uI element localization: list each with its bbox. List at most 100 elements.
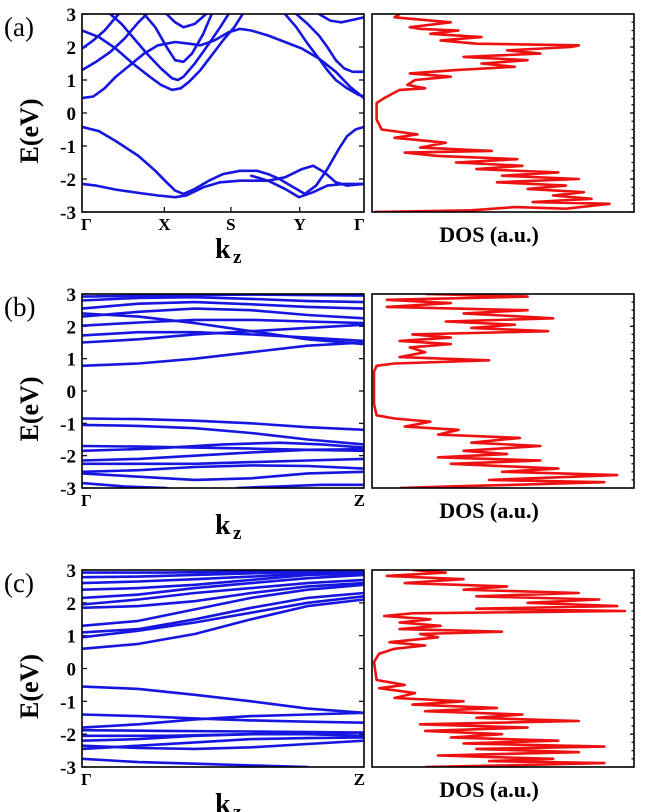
band-frame bbox=[81, 13, 365, 213]
band-frame bbox=[81, 293, 365, 489]
band-line bbox=[82, 464, 364, 474]
panel-a: (a) E(eV) 3 2 1 0 -1 -2 -3 Γ X S Y Γk z DOS (a.u.) bbox=[4, 5, 635, 268]
band-line bbox=[82, 307, 364, 320]
band-line bbox=[82, 757, 309, 767]
dos-frame bbox=[371, 13, 635, 213]
band-line bbox=[82, 732, 364, 742]
k-point-label: S bbox=[226, 215, 235, 234]
y-tick-label: -1 bbox=[60, 137, 76, 158]
panel-c: (c) E(eV) 3 2 1 0 -1 -2 -3 Γ Zkz DOS (a.u.) bbox=[4, 561, 635, 812]
dos-plot bbox=[372, 570, 627, 767]
band-line bbox=[82, 595, 364, 639]
y-tick-label: -1 bbox=[60, 692, 76, 713]
band-line bbox=[82, 14, 149, 72]
y-tick-label: -3 bbox=[60, 479, 76, 500]
panel-label: (c) bbox=[4, 568, 34, 598]
band-line bbox=[82, 295, 364, 304]
x-axis-label: k bbox=[215, 789, 231, 812]
y-tick-label: 1 bbox=[67, 627, 77, 648]
y-tick-label: 0 bbox=[67, 660, 77, 681]
y-tick-label: -2 bbox=[60, 447, 76, 468]
dos-plot bbox=[372, 294, 619, 488]
y-tick-label: 0 bbox=[67, 382, 77, 403]
band-line bbox=[82, 711, 364, 729]
k-point-label: Γ bbox=[81, 491, 92, 510]
band-line bbox=[82, 570, 364, 585]
band-line bbox=[82, 417, 364, 432]
band-line bbox=[82, 164, 364, 199]
band-line bbox=[82, 318, 364, 327]
band-structure bbox=[82, 570, 364, 767]
band-line bbox=[283, 14, 364, 98]
y-tick-label: 2 bbox=[67, 594, 77, 615]
y-tick-label: 0 bbox=[67, 104, 77, 125]
band-structure bbox=[82, 14, 364, 199]
dos-axis-label: DOS (a.u.) bbox=[439, 222, 539, 247]
band-line bbox=[82, 125, 364, 196]
dos-frame bbox=[371, 569, 635, 768]
band-line bbox=[82, 312, 364, 346]
band-line bbox=[249, 174, 364, 199]
band-line bbox=[82, 470, 364, 482]
band-line bbox=[82, 583, 364, 628]
band-frame bbox=[81, 569, 365, 768]
band-line bbox=[82, 447, 364, 462]
y-axis-label: E(eV) bbox=[15, 99, 44, 164]
band-line bbox=[295, 14, 364, 74]
x-axis-label-subscript: z bbox=[233, 802, 242, 812]
k-point-label: X bbox=[158, 215, 171, 234]
band-line bbox=[165, 14, 208, 29]
band-line bbox=[82, 300, 364, 310]
dos-frame bbox=[371, 293, 635, 489]
y-axis-label: E(eV) bbox=[15, 377, 44, 442]
y-tick-label: -2 bbox=[60, 170, 76, 191]
y-tick-label: 3 bbox=[67, 5, 77, 26]
band-line bbox=[82, 581, 364, 610]
y-tick-label: 1 bbox=[67, 350, 77, 371]
band-structure bbox=[82, 294, 364, 488]
y-tick-label: 3 bbox=[67, 285, 77, 306]
band-line bbox=[82, 572, 364, 591]
panel-label: (a) bbox=[4, 12, 34, 42]
band-line bbox=[82, 685, 364, 715]
band-line bbox=[82, 14, 244, 92]
y-tick-label: 3 bbox=[67, 561, 77, 582]
dos-plot bbox=[373, 14, 611, 212]
k-point-label: Z bbox=[354, 770, 365, 789]
k-point-label: Γ bbox=[81, 215, 92, 234]
dos-axis-label: DOS (a.u.) bbox=[439, 777, 539, 802]
band-line bbox=[82, 330, 364, 343]
band-line bbox=[82, 341, 364, 368]
band-line bbox=[82, 294, 364, 298]
band-line bbox=[82, 713, 364, 724]
y-tick-label: -2 bbox=[60, 725, 76, 746]
x-axis-label-subscript: z bbox=[233, 247, 242, 268]
y-tick-label: 2 bbox=[67, 38, 77, 59]
band-line bbox=[142, 14, 213, 64]
y-tick-label: 1 bbox=[67, 71, 77, 92]
y-tick-label: 2 bbox=[67, 317, 77, 338]
band-line bbox=[108, 14, 230, 82]
y-tick-label: -1 bbox=[60, 414, 76, 435]
k-point-label: Γ bbox=[354, 215, 365, 234]
band-line bbox=[82, 728, 364, 734]
y-tick-label: -3 bbox=[60, 203, 76, 224]
band-line bbox=[82, 27, 364, 100]
band-line bbox=[82, 441, 364, 453]
band-line bbox=[82, 739, 364, 751]
panel-b: (b) E(eV) 3 2 1 0 -1 -2 -3 Γ Zk z DOS (a.u.) bbox=[4, 285, 635, 544]
dos-axis-label: DOS (a.u.) bbox=[439, 498, 539, 523]
band-line bbox=[82, 423, 364, 446]
x-axis-label: k bbox=[215, 234, 231, 265]
k-point-label: Γ bbox=[81, 770, 92, 789]
x-axis-label: k bbox=[215, 510, 231, 541]
band-line bbox=[82, 736, 364, 751]
band-line bbox=[82, 591, 364, 634]
dos-curve bbox=[372, 570, 627, 767]
band-line bbox=[82, 573, 364, 600]
band-line bbox=[82, 457, 364, 466]
band-line bbox=[317, 14, 364, 24]
band-line bbox=[82, 598, 364, 651]
y-axis-label: E(eV) bbox=[15, 654, 44, 719]
